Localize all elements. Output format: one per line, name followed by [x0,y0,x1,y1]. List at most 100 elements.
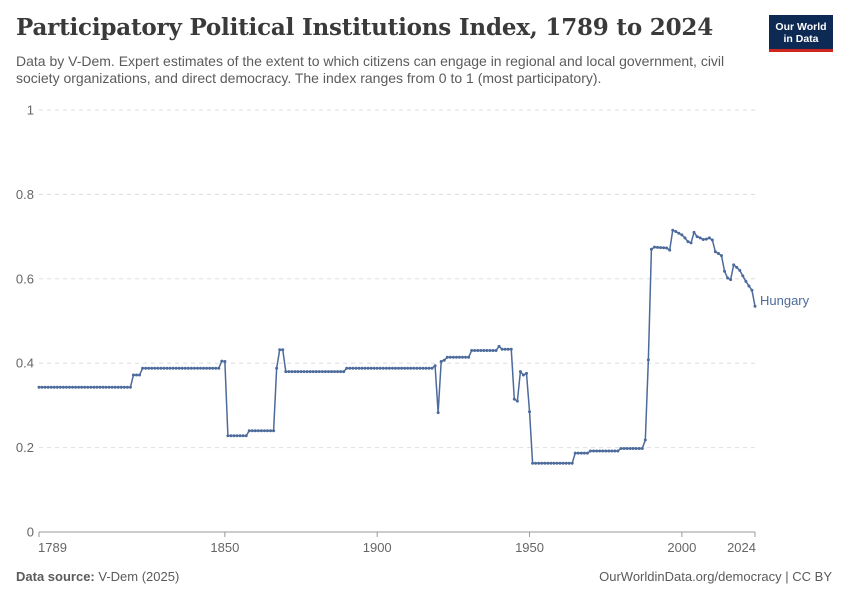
data-point [381,366,385,370]
data-point [150,366,154,370]
data-point [631,446,635,450]
chart-title: Participatory Political Institutions Ind… [16,14,713,41]
x-tick-label: 2000 [667,540,696,555]
data-point [247,429,251,433]
data-point [186,366,190,370]
data-point [695,235,699,239]
data-point [110,385,114,389]
data-point [107,385,111,389]
data-point [747,284,751,288]
data-point [637,446,641,450]
data-point [119,385,123,389]
data-point [345,366,349,370]
data-point [451,355,455,359]
data-point [482,349,486,353]
data-point [266,429,270,433]
data-point [601,449,605,453]
data-point [387,366,391,370]
source-value[interactable]: V-Dem (2025) [98,569,180,584]
axis-layer: 0 0.2 0.4 0.6 0.8 1 1789 1850 1900 1950 2000 2024 [16,103,756,556]
y-tick-label: 0.8 [16,187,34,202]
data-point [259,429,263,433]
data-point [116,385,120,389]
footer-credit[interactable]: OurWorldinData.org/democracy | CC BY [599,569,832,584]
data-point [698,236,702,240]
data-point [494,349,498,353]
data-point [174,366,178,370]
data-point [634,446,638,450]
data-point [238,434,242,438]
data-point [113,385,117,389]
series-line-hungary[interactable] [39,229,756,464]
data-point [518,370,522,374]
data-point [436,411,440,415]
data-point [552,461,556,465]
data-point [735,265,739,269]
data-point [262,429,266,433]
data-point [464,355,468,359]
data-point [555,461,559,465]
data-point [272,429,276,433]
data-point [244,434,248,438]
data-point [750,288,754,292]
data-point [643,438,647,442]
data-point [159,366,163,370]
data-point [205,366,209,370]
series-label-hungary[interactable]: Hungary [760,293,810,308]
data-point [485,349,489,353]
data-point [180,366,184,370]
data-point [104,385,108,389]
data-point [55,385,59,389]
data-point [500,347,504,351]
data-point [573,451,577,455]
data-point [302,370,306,374]
data-point [424,366,428,370]
data-point [689,241,693,245]
data-point [217,366,221,370]
y-tick-label: 0.4 [16,356,34,371]
data-point [531,461,535,465]
data-point [366,366,370,370]
data-point [406,366,410,370]
source-note: Data source: V-Dem (2025) [16,569,179,584]
data-point [607,449,611,453]
data-point [403,366,407,370]
data-point [189,366,193,370]
data-point [558,461,562,465]
data-point [649,247,653,251]
y-tick-label: 0 [27,525,34,540]
data-point [229,434,233,438]
data-point [521,373,525,377]
y-tick-label: 0.2 [16,440,34,455]
x-tick-label: 2024 [727,540,756,555]
data-point [738,268,742,272]
data-point [579,451,583,455]
data-point [665,246,669,250]
data-point [588,449,592,453]
data-point [171,366,175,370]
data-point [729,278,733,282]
data-point [716,251,720,255]
data-point [710,238,714,242]
data-point [723,269,727,273]
data-point [719,254,723,258]
data-point [202,366,206,370]
data-point [269,429,273,433]
data-point [549,461,553,465]
data-point [418,366,422,370]
data-point [162,366,166,370]
data-point [674,230,678,234]
data-point [540,461,544,465]
data-point [92,385,96,389]
data-point [646,358,650,362]
owid-logo[interactable]: Our World in Data [769,15,833,52]
data-point [677,231,681,235]
data-point [604,449,608,453]
data-point [95,385,99,389]
data-point [348,366,352,370]
data-point [287,370,291,374]
data-point [354,366,358,370]
data-point [671,228,675,232]
data-point [80,385,84,389]
data-point [543,461,547,465]
